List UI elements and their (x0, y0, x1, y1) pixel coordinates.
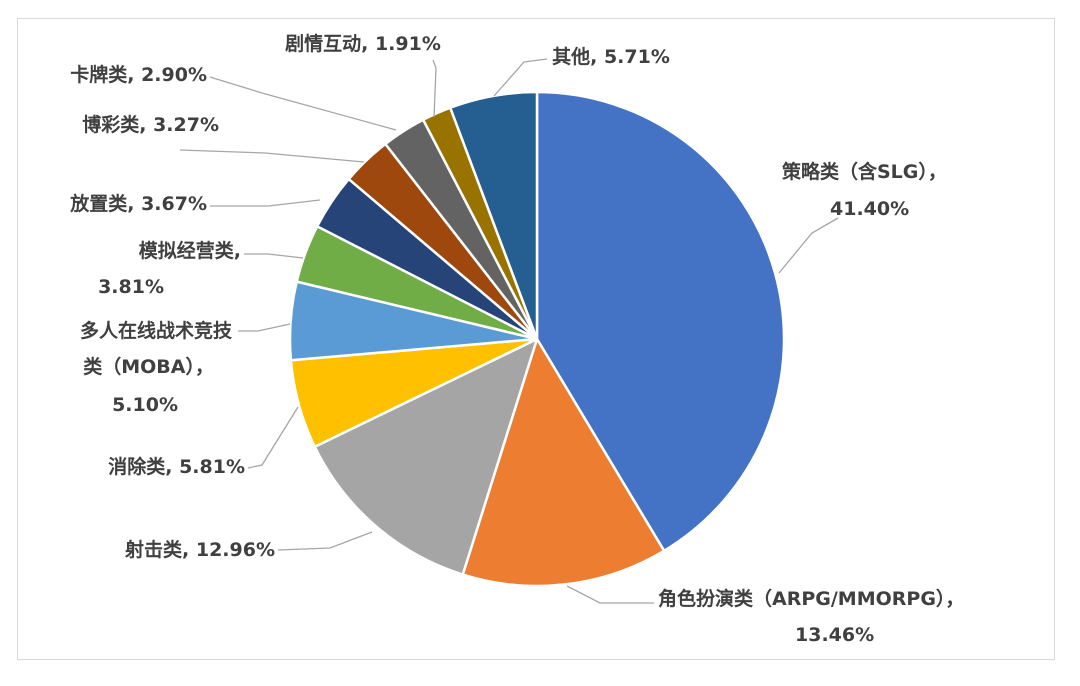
leader-line (247, 406, 299, 469)
leader-line (493, 58, 548, 97)
pie-slices (288, 90, 786, 588)
data-labels: 策略类（含SLG）， 41.40% 角色扮演类（ARPG/MMORPG）， 13.46… (69, 32, 964, 646)
slice-label: 类（MOBA）， (83, 355, 214, 378)
slice-label: 3.81% (98, 276, 164, 298)
leader-line (179, 149, 365, 163)
leader-line (244, 253, 304, 259)
slice-label: 卡牌类, 2.90% (70, 63, 207, 86)
slice-label: 剧情互动, 1.91% (285, 32, 441, 55)
slice-label: 多人在线战术竞技 (80, 319, 233, 342)
pie-slice (535, 90, 786, 553)
leader-line (566, 585, 654, 604)
leader-line (778, 217, 839, 274)
leader-line (238, 323, 291, 332)
leader-line (432, 59, 437, 118)
pie-slice (449, 90, 539, 341)
slice-label: 策略类（含SLG）， (782, 160, 947, 183)
slice-label: 放置类, 3.67% (69, 192, 207, 215)
leader-line (209, 76, 397, 131)
pie-slice (313, 337, 539, 576)
slice-label: 消除类, 5.81% (108, 455, 245, 478)
leader-line (210, 199, 321, 207)
slice-label: 角色扮演类（ARPG/MMORPG）， (658, 587, 964, 610)
slice-label: 射击类, 12.96% (124, 538, 275, 561)
slice-label: 博彩类, 3.27% (82, 113, 219, 136)
slice-label: 模拟经营类, (139, 239, 241, 262)
pie-slice (461, 337, 666, 588)
slice-label: 5.10% (112, 394, 178, 416)
leader-lines (179, 58, 839, 604)
leader-line (277, 531, 373, 551)
slice-label: 41.40% (830, 198, 909, 220)
slice-label: 其他, 5.71% (552, 45, 670, 68)
slice-label: 13.46% (795, 624, 874, 646)
